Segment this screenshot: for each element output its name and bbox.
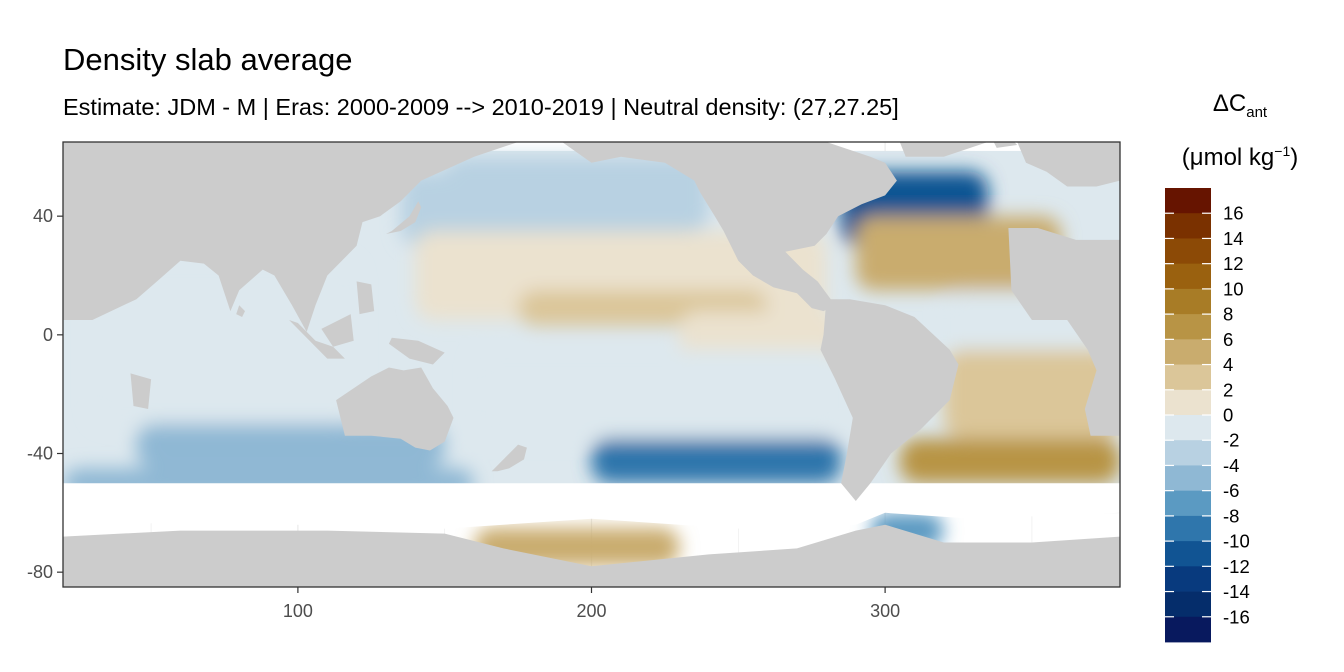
legend-color-bin: [1165, 566, 1211, 592]
land-shape: [63, 506, 1120, 587]
legend-label: -2: [1223, 430, 1239, 451]
legend-label: -4: [1223, 455, 1239, 476]
plot-subtitle: Estimate: JDM - M | Eras: 2000-2009 --> …: [63, 94, 899, 120]
land-shape: [130, 373, 152, 409]
land-shape: [820, 299, 959, 501]
land-shape: [388, 337, 445, 365]
land-shape: [1008, 228, 1120, 436]
land-shape: [236, 305, 245, 317]
legend-label: 2: [1223, 379, 1233, 400]
land-shape: [993, 142, 1018, 148]
legend-label: -8: [1223, 505, 1239, 526]
legend-color-bin: [1165, 364, 1211, 391]
legend-label: 12: [1223, 253, 1244, 274]
land-shape: [356, 281, 375, 315]
legend-color-bin: [1165, 263, 1211, 290]
land-shape: [562, 142, 897, 312]
y-axis: 40 0 -40 -80: [27, 206, 63, 582]
legend-label: -16: [1223, 606, 1250, 627]
land-shape: [386, 201, 422, 234]
y-tick-label: -40: [27, 444, 53, 464]
legend-title-symbol: ΔCant: [1212, 90, 1268, 121]
legend-label: -14: [1223, 581, 1250, 602]
legend-color-bin: [1165, 515, 1211, 542]
legend-color-bin: [1165, 440, 1211, 466]
y-tick-label: 40: [33, 206, 53, 226]
legend-color-bin: [1165, 238, 1211, 265]
land-shape: [491, 444, 527, 472]
legend-color-bin: [1165, 389, 1211, 416]
data-regions: [63, 156, 1120, 567]
land-shape: [321, 314, 354, 347]
x-tick-label: 300: [870, 601, 900, 621]
legend-color-bin: [1165, 616, 1211, 643]
legend-label: 0: [1223, 405, 1233, 426]
legend-color-bin: [1165, 415, 1211, 441]
legend-color-bin: [1165, 490, 1211, 517]
land-shape: [289, 320, 345, 359]
plot-title: Density slab average: [63, 42, 353, 77]
legend-label: -10: [1223, 531, 1250, 552]
land-shape: [63, 142, 519, 332]
legend-label: 16: [1223, 203, 1244, 224]
legend-title-unit: (μmol kg−1): [1181, 142, 1299, 171]
legend-title: ΔCant (μmol kg−1): [1150, 84, 1330, 176]
legend-color-bin: [1165, 541, 1211, 567]
land-shape: [899, 142, 988, 157]
color-legend: 16 14 12 10 8 6 4 2 0 -2 -4 -6 -8 -10 -12 -14 -16: [1165, 188, 1250, 643]
data-region: [943, 349, 1120, 439]
legend-label: 10: [1223, 278, 1244, 299]
legend-color-bin: [1165, 188, 1211, 214]
legend-color-bin: [1165, 288, 1211, 315]
legend-label: 14: [1223, 228, 1244, 249]
legend-label: -6: [1223, 480, 1239, 501]
data-region: [474, 349, 842, 439]
y-tick-label: 0: [43, 325, 53, 345]
data-region: [400, 171, 548, 246]
legend-color-bin: [1165, 465, 1211, 492]
data-region: [899, 438, 1120, 484]
land-shape: [336, 367, 454, 451]
land-mask: [63, 142, 1120, 587]
x-tick-label: 100: [283, 601, 313, 621]
x-tick-label: 200: [576, 601, 606, 621]
legend-label: 4: [1223, 354, 1233, 375]
y-tick-label: -80: [27, 562, 53, 582]
data-region: [591, 438, 842, 484]
legend-color-bin: [1165, 339, 1211, 365]
legend-color-bin: [1165, 591, 1211, 618]
legend-color-bin: [1165, 314, 1211, 340]
x-axis: 100 200 300: [283, 587, 900, 621]
land-shape: [1017, 142, 1120, 187]
legend-color-bin: [1165, 213, 1211, 239]
legend-label: 8: [1223, 304, 1233, 325]
legend-label: -12: [1223, 556, 1250, 577]
legend-label: 6: [1223, 329, 1233, 350]
